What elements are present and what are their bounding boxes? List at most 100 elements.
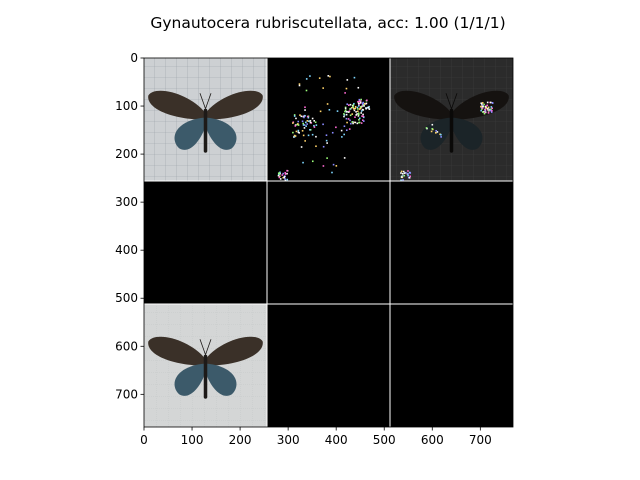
saliency-pixel bbox=[349, 119, 351, 122]
saliency-pixel bbox=[352, 104, 355, 106]
saliency-pixel bbox=[302, 124, 305, 126]
saliency-pixel bbox=[343, 115, 345, 118]
saliency-pixel bbox=[402, 170, 405, 173]
saliency-pixel bbox=[293, 114, 296, 116]
chart-title: Gynautocera rubriscutellata, acc: 1.00 (… bbox=[150, 14, 506, 32]
saliency-pixel bbox=[484, 111, 486, 113]
saliency-pixel bbox=[484, 106, 487, 108]
saliency-pixel bbox=[400, 176, 403, 178]
saliency-pixel bbox=[402, 172, 404, 175]
saliency-pixel bbox=[362, 104, 365, 106]
saliency-pixel bbox=[408, 176, 411, 179]
saliency-pixel bbox=[345, 129, 348, 131]
saliency-pixel bbox=[484, 108, 487, 111]
saliency-pixel bbox=[313, 124, 315, 127]
butterfly-body bbox=[203, 354, 208, 399]
saliency-pixel bbox=[489, 101, 492, 104]
saliency-pixel bbox=[297, 120, 300, 123]
saliency-pixel bbox=[480, 106, 483, 109]
saliency-pixel bbox=[362, 101, 365, 104]
axes-layer: 0 100 200 300 400 500 600 700 0 100 200 300 400 500 60… bbox=[115, 51, 514, 447]
saliency-pixel bbox=[360, 106, 362, 108]
saliency-pixel bbox=[346, 121, 348, 124]
y-tick-label: 200 bbox=[115, 147, 138, 161]
right-forewing bbox=[205, 90, 263, 120]
saliency-pixel bbox=[358, 117, 361, 120]
saliency-pixel bbox=[293, 115, 296, 117]
saliency-pixel bbox=[347, 111, 350, 113]
saliency-pixel bbox=[356, 122, 359, 125]
saliency-pixel bbox=[360, 112, 362, 114]
saliency-pixel bbox=[347, 104, 350, 106]
tile-background bbox=[267, 181, 390, 304]
x-tick-label: 400 bbox=[325, 433, 348, 447]
saliency-pixel bbox=[362, 116, 365, 119]
saliency-pixel bbox=[329, 75, 331, 78]
saliency-pixel bbox=[491, 101, 494, 104]
saliency-pixel bbox=[335, 126, 337, 129]
saliency-pixel bbox=[294, 135, 297, 137]
saliency-pixel bbox=[490, 108, 492, 111]
saliency-pixel bbox=[489, 109, 492, 111]
saliency-pixel bbox=[307, 116, 310, 119]
saliency-pixel bbox=[278, 173, 280, 176]
right-hindwing bbox=[205, 363, 237, 396]
saliency-pixel bbox=[368, 108, 371, 110]
tile-r0-c0 bbox=[144, 58, 267, 181]
saliency-pixel bbox=[483, 112, 486, 115]
saliency-pixel bbox=[306, 120, 309, 122]
saliency-pixel bbox=[351, 121, 354, 123]
x-tick-label: 0 bbox=[140, 433, 148, 447]
saliency-pixel bbox=[361, 115, 363, 117]
saliency-pixel bbox=[358, 108, 361, 110]
saliency-pixel bbox=[357, 113, 360, 116]
saliency-pixel bbox=[481, 107, 484, 109]
saliency-pixel bbox=[292, 131, 294, 134]
saliency-pixel bbox=[306, 115, 309, 118]
saliency-pixel bbox=[302, 122, 305, 125]
saliency-pixel bbox=[403, 172, 406, 174]
saliency-pixel bbox=[309, 120, 312, 122]
antenna-left bbox=[199, 93, 206, 109]
saliency-pixel bbox=[357, 115, 360, 117]
saliency-pixel bbox=[409, 172, 412, 174]
saliency-pixel bbox=[354, 121, 357, 124]
saliency-pixel bbox=[313, 126, 316, 128]
saliency-pixel bbox=[353, 76, 356, 79]
saliency-pixel bbox=[366, 99, 368, 102]
saliency-pixel bbox=[486, 101, 489, 104]
saliency-pixel bbox=[481, 103, 483, 106]
saliency-pixel bbox=[365, 107, 367, 110]
saliency-pixel bbox=[362, 104, 365, 107]
saliency-pixel bbox=[364, 102, 366, 105]
saliency-pixel bbox=[348, 110, 351, 113]
saliency-pixel bbox=[440, 136, 442, 138]
saliency-pixel bbox=[279, 172, 281, 175]
saliency-pixel bbox=[279, 171, 281, 174]
saliency-pixel bbox=[348, 128, 351, 130]
saliency-pixel bbox=[344, 109, 347, 112]
saliency-pixel bbox=[354, 107, 357, 110]
saliency-pixel bbox=[299, 114, 301, 116]
saliency-pixel bbox=[357, 112, 360, 115]
left-forewing bbox=[148, 90, 206, 120]
saliency-pixel bbox=[304, 115, 306, 117]
saliency-pixel bbox=[407, 170, 409, 172]
saliency-pixel bbox=[331, 131, 334, 134]
saliency-pixel bbox=[286, 169, 288, 172]
tile-background bbox=[390, 304, 513, 427]
saliency-pixel bbox=[293, 134, 296, 137]
saliency-pixel bbox=[282, 172, 284, 175]
saliency-pixel bbox=[305, 89, 308, 92]
saliency-pixel bbox=[485, 107, 487, 110]
saliency-pixel bbox=[315, 135, 317, 138]
saliency-pixel bbox=[341, 136, 343, 138]
y-tick-label: 500 bbox=[115, 291, 138, 305]
saliency-pixel bbox=[311, 160, 314, 163]
tile-background bbox=[267, 58, 390, 181]
tiles-layer bbox=[144, 58, 513, 427]
saliency-pixel bbox=[356, 106, 359, 109]
saliency-pixel bbox=[354, 116, 356, 118]
saliency-pixel bbox=[344, 107, 347, 110]
saliency-pixel bbox=[310, 122, 313, 124]
